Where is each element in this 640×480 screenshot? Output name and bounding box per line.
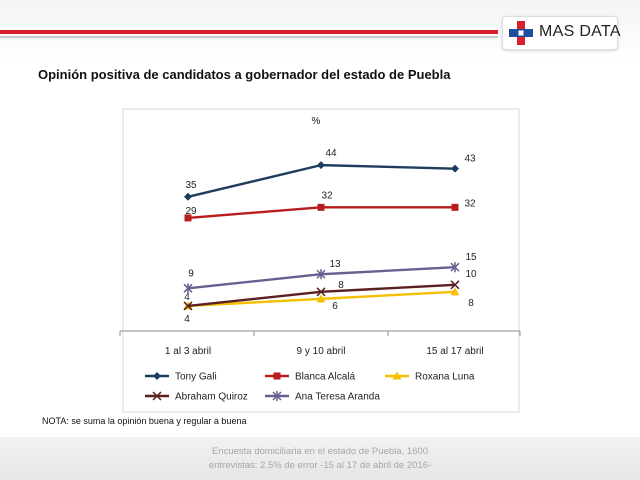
- data-point: [316, 287, 326, 297]
- data-label: 35: [185, 180, 197, 191]
- data-point: [317, 161, 325, 170]
- x-tick-label: 15 al 17 abril: [426, 346, 483, 357]
- data-label: 29: [185, 206, 197, 217]
- legend-label: Tony Gali: [175, 372, 217, 383]
- legend-marker: [272, 391, 282, 401]
- data-label: 6: [332, 301, 338, 312]
- data-label: 8: [338, 280, 344, 291]
- series-ana-teresa-aranda: 9 13 15: [183, 252, 477, 294]
- data-label: 9: [188, 268, 194, 279]
- series-abraham-quiroz: 4 8 10: [183, 269, 477, 311]
- legend-label: Ana Teresa Aranda: [295, 392, 380, 403]
- legend-label: Blanca Alcalá: [295, 372, 355, 383]
- header-red-rule: [0, 30, 498, 34]
- legend-entry: Roxana Luna: [385, 371, 475, 383]
- legend-marker: [273, 372, 281, 380]
- data-point: [183, 283, 193, 294]
- legend-entry: Ana Teresa Aranda: [265, 391, 380, 403]
- data-point: [316, 294, 326, 303]
- footer-band: Encuesta domiciliaria en el estado de Pu…: [0, 437, 640, 480]
- data-label: 4: [184, 314, 190, 325]
- footnote: NOTA: se suma la opinión buena y regular…: [42, 416, 247, 426]
- data-label: 10: [465, 269, 477, 280]
- data-point: [451, 203, 459, 211]
- page-title: Opinión positiva de candidatos a goberna…: [38, 67, 451, 82]
- data-label: 15: [465, 252, 477, 263]
- legend-entry: Blanca Alcalá: [265, 372, 355, 383]
- header-gray-rule: [0, 36, 498, 38]
- medical-cross-icon: [509, 21, 533, 45]
- data-point: [184, 192, 192, 201]
- legend-entry: Tony Gali: [145, 372, 217, 383]
- unit-label: %: [312, 116, 321, 127]
- x-tick-label: 9 y 10 abril: [297, 346, 346, 357]
- series-tony-gali: 35 44 43: [184, 148, 476, 201]
- x-tick-label: 1 al 3 abril: [165, 346, 211, 357]
- plot-frame: [122, 108, 520, 413]
- data-label: 13: [329, 259, 341, 270]
- data-label: 44: [325, 148, 337, 159]
- data-point: [183, 301, 193, 311]
- data-label: 32: [464, 198, 476, 209]
- series-roxana-luna: 4 6 8: [183, 287, 474, 325]
- data-label: 4: [184, 292, 190, 303]
- data-point: [184, 214, 192, 222]
- data-point: [317, 203, 325, 211]
- source-line-1: Encuesta domiciliaria en el estado de Pu…: [211, 446, 428, 457]
- legend-marker: [392, 371, 402, 380]
- data-point: [316, 269, 326, 280]
- source-text: Encuesta domiciliaria en el estado de Pu…: [0, 445, 640, 473]
- source-line-2: entrevistas: 2.5% de error -15 al 17 de …: [208, 460, 432, 471]
- legend-label: Roxana Luna: [415, 372, 475, 383]
- data-point: [450, 262, 460, 273]
- data-point: [450, 280, 460, 290]
- data-point: [450, 287, 460, 296]
- legend-marker: [152, 391, 162, 401]
- data-label: 43: [464, 154, 476, 165]
- legend-label: Abraham Quiroz: [175, 392, 248, 403]
- data-label: 32: [321, 190, 333, 201]
- data-point: [451, 164, 459, 173]
- brand-logo: MAS DATA: [502, 16, 621, 50]
- legend-entry: Abraham Quiroz: [145, 391, 248, 403]
- brand-name: MAS DATA: [539, 23, 621, 40]
- legend-marker: [153, 372, 161, 380]
- series-blanca-alcal-: 29 32 32: [184, 190, 476, 222]
- data-label: 8: [468, 298, 474, 309]
